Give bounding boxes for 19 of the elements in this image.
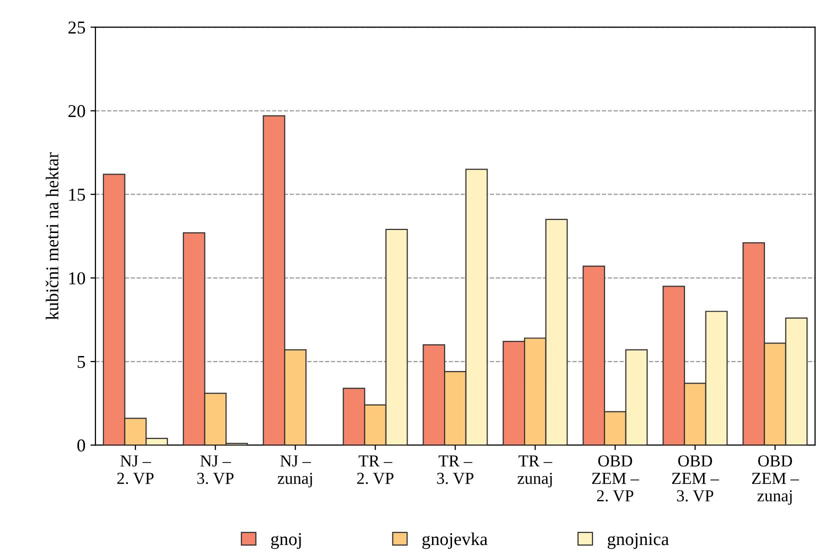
x-tick-label: TR – 3. VP [437,455,474,484]
y-axis-title: kubični metri na hektar [46,152,58,320]
y-tick-label: 15 [69,188,86,201]
y-tick-label: 20 [68,105,86,118]
legend-label: gnojnica [608,533,669,549]
y-tick-label: 0 [77,439,86,452]
y-tick-label: 10 [69,272,86,284]
x-tick-label: NJ – 3. VP [197,455,234,484]
x-tick-label: OBD ZEM – zunaj [752,455,800,505]
x-tick-label: TR – 2. VP [357,455,394,484]
x-tick-label: NJ – 2. VP [117,455,154,484]
legend-label: gnoj [271,533,301,549]
legend-label: gnojevka [422,532,488,549]
x-tick-label: OBD ZEM – 3. VP [672,455,720,502]
y-tick-label: 5 [78,356,86,368]
x-tick-label: NJ – zunaj [278,455,312,488]
y-tick-label: 25 [68,22,86,34]
x-tick-label: TR – zunaj [518,455,552,488]
x-tick-label: OBD ZEM – 2. VP [592,455,640,502]
